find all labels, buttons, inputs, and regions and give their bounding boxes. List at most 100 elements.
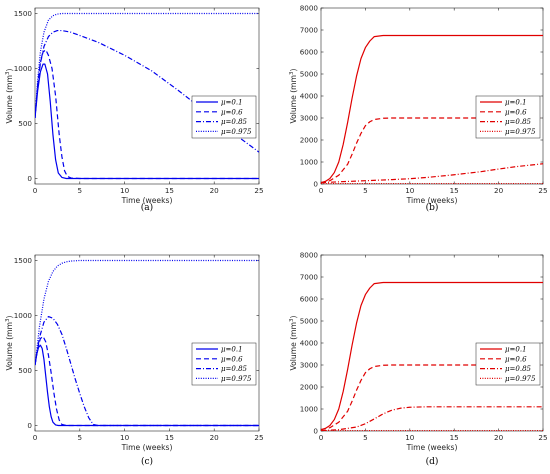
series-line-0: [35, 344, 259, 427]
legend-entry-0: μ=0.1: [505, 346, 527, 354]
y-tick-label: 5000: [300, 317, 319, 326]
x-tick-label: 10: [405, 186, 415, 195]
series-line-2: [321, 406, 543, 431]
y-axis-label-main: Volume (mm: [289, 75, 298, 123]
y-axis-label-main: Volume (mm: [289, 322, 298, 370]
y-tick-label: 4000: [300, 339, 319, 348]
y-tick-label: 7000: [300, 26, 319, 35]
y-tick-label: 0: [27, 421, 32, 430]
x-tick-label: 0: [33, 186, 38, 195]
y-tick-label: 1500: [14, 256, 33, 265]
series-line-1: [35, 49, 259, 180]
y-tick-label: 3000: [300, 361, 319, 370]
series-line-1: [321, 117, 543, 184]
series-line-1: [321, 364, 543, 431]
x-tick-label: 15: [450, 433, 459, 442]
y-tick-label: 5000: [300, 70, 319, 79]
legend-entry-3: μ=0.975: [221, 128, 252, 136]
legend-entry-0: μ=0.1: [505, 99, 527, 107]
legend-frame: [191, 95, 257, 139]
y-tick-label: 4000: [300, 92, 319, 101]
y-tick-label: 1000: [300, 405, 319, 414]
series-line-2: [35, 29, 259, 153]
x-tick-label: 15: [450, 186, 459, 195]
x-tick-label: 0: [33, 433, 38, 442]
chart-panel-1: 0 5 10 15 20 25 0 1000 2000 3000 4000 5000 6000 7000 8…: [289, 4, 548, 214]
x-tick-label: 20: [210, 433, 220, 442]
y-axis-label: Volume (mm3): [289, 316, 298, 371]
series-line-2: [321, 163, 543, 184]
y-tick-label: 6000: [300, 295, 319, 304]
x-tick-label: 10: [120, 433, 130, 442]
y-tick-label: 500: [18, 366, 32, 375]
x-tick-label: 5: [78, 186, 83, 195]
y-tick-label: 6000: [300, 48, 319, 57]
y-tick-label: 0: [313, 427, 318, 436]
y-axis-label-end: ): [289, 69, 298, 72]
y-tick-label: 1000: [14, 311, 33, 320]
panel-caption: (d): [426, 456, 439, 467]
y-axis-label-main: Volume (mm: [5, 75, 14, 123]
x-tick-label: 20: [494, 433, 504, 442]
legend: μ=0.1μ=0.6 μ=0.85 μ=0.975: [191, 95, 257, 139]
x-tick-label: 5: [78, 433, 83, 442]
x-tick-label: 10: [405, 433, 415, 442]
legend-entry-0: μ=0.1: [221, 99, 243, 107]
y-tick-label: 8000: [300, 251, 319, 260]
y-tick-label: 8000: [300, 4, 319, 13]
y-tick-label: 3000: [300, 114, 319, 123]
legend: μ=0.1μ=0.6 μ=0.85 μ=0.975: [191, 342, 257, 386]
x-tick-label: 25: [538, 186, 547, 195]
x-axis-label: Time (weeks): [121, 196, 173, 205]
y-tick-label: 1500: [14, 9, 33, 18]
y-axis-label: Volume (mm3): [5, 316, 14, 371]
x-axis-label: Time (weeks): [121, 443, 173, 452]
x-tick-label: 25: [254, 186, 263, 195]
legend-entry-1: μ=0.6: [221, 108, 243, 116]
x-tick-label: 15: [165, 186, 174, 195]
x-tick-label: 5: [363, 186, 368, 195]
legend-entry-1: μ=0.6: [505, 355, 527, 363]
y-tick-label: 2000: [300, 136, 319, 145]
x-tick-label: 15: [165, 433, 174, 442]
y-axis-label-end: ): [5, 69, 14, 72]
series-line-0: [35, 63, 259, 180]
chart-panel-0: 0 5 10 15 20 25 0 500 1000 1500 Time (weeks) Volume…: [5, 7, 264, 213]
y-axis-label-main: Volume (mm: [5, 322, 14, 370]
legend-entry-2: μ=0.85: [221, 365, 248, 373]
y-tick-label: 1000: [300, 158, 319, 167]
series-line-3: [35, 259, 259, 366]
chart-panel-2: 0 5 10 15 20 25 0 500 1000 1500 Time (weeks) Volume…: [5, 254, 264, 467]
legend-frame: [475, 342, 541, 386]
legend-entry-3: μ=0.975: [221, 375, 252, 383]
series-line-1: [35, 335, 259, 427]
x-tick-label: 25: [538, 433, 547, 442]
legend-entry-3: μ=0.975: [505, 128, 536, 136]
y-axis-label-sup: 3: [289, 71, 295, 75]
y-tick-label: 7000: [300, 273, 319, 282]
panel-caption: (a): [141, 202, 153, 213]
y-axis-label-sup: 3: [5, 71, 11, 75]
legend-entry-2: μ=0.85: [505, 365, 532, 373]
y-axis-label-sup: 3: [5, 318, 11, 322]
x-tick-label: 5: [363, 433, 368, 442]
x-tick-label: 20: [210, 186, 220, 195]
panel-caption: (b): [426, 202, 439, 213]
y-axis-label-sup: 3: [289, 318, 295, 322]
y-tick-label: 2000: [300, 383, 319, 392]
series-line-0: [321, 34, 543, 184]
legend: μ=0.1μ=0.6 μ=0.85 μ=0.975: [475, 342, 541, 386]
y-tick-label: 0: [27, 174, 32, 183]
x-tick-label: 0: [319, 186, 324, 195]
legend-entry-2: μ=0.85: [505, 118, 532, 126]
y-axis-label-end: ): [289, 316, 298, 319]
y-axis-label-end: ): [5, 316, 14, 319]
legend-entry-1: μ=0.6: [221, 355, 243, 363]
legend-entry-0: μ=0.1: [221, 346, 243, 354]
y-tick-label: 500: [18, 119, 32, 128]
x-tick-label: 10: [120, 186, 130, 195]
series-line-2: [35, 316, 259, 427]
legend-frame: [475, 95, 541, 139]
legend-entry-3: μ=0.975: [505, 375, 536, 383]
